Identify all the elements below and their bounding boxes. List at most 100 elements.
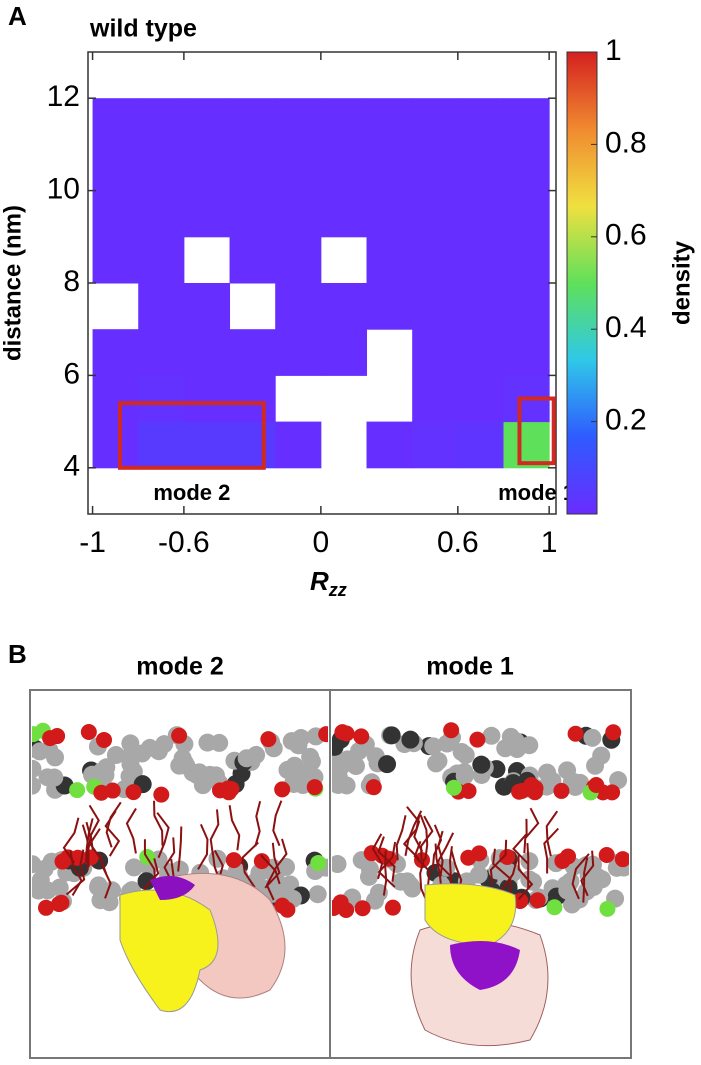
colorbar-label: density <box>668 240 695 325</box>
lipid-bead <box>382 726 401 745</box>
x-tick-label: -0.6 <box>158 526 210 559</box>
heat-cell <box>138 329 185 376</box>
headgroup <box>332 894 349 911</box>
heat-cell <box>138 98 185 145</box>
heat-cell <box>183 144 231 192</box>
colorbar-tick-label: 0.2 <box>605 404 647 437</box>
heat-cell <box>457 283 504 330</box>
headgroup <box>443 722 460 739</box>
lipid-bead <box>200 765 219 784</box>
lipid-tail <box>254 800 262 847</box>
lipid-bead <box>106 746 125 765</box>
heat-cell <box>503 190 550 238</box>
lipid-bead <box>520 852 539 871</box>
lipid-tail <box>420 815 434 862</box>
colorbar-tick-label: 1 <box>605 34 622 67</box>
headgroup <box>153 786 170 803</box>
headgroup <box>445 779 462 796</box>
heat-cell <box>92 329 139 376</box>
lipid-tail <box>228 805 241 851</box>
lipid-tail <box>209 809 220 855</box>
lipid-tail <box>197 824 209 870</box>
heat-cell <box>229 144 276 192</box>
lipid-bead <box>427 754 446 773</box>
lipid-tail <box>517 854 534 900</box>
lipid-bead <box>32 759 42 778</box>
y-tick-label: 6 <box>63 357 80 390</box>
heat-cell <box>138 236 185 284</box>
y-tick-label: 12 <box>47 80 80 113</box>
lipid-bead <box>247 745 266 764</box>
heat-cell <box>457 329 504 376</box>
headgroup <box>53 894 70 911</box>
lipid-tail <box>241 841 259 889</box>
lipid-tail <box>523 807 540 854</box>
heat-cell <box>183 98 231 145</box>
chart-title: wild type <box>89 15 197 43</box>
heat-cell <box>275 144 322 192</box>
y-tick-label: 4 <box>63 450 80 483</box>
headgroup <box>225 852 242 869</box>
lipid-tail <box>489 839 508 885</box>
lipid-bead <box>155 735 174 754</box>
headgroup <box>260 731 277 748</box>
heat-cell <box>92 98 139 145</box>
headgroup <box>527 780 544 797</box>
lipid-bead <box>277 857 296 876</box>
lipid-bead <box>50 878 69 897</box>
lipid-tail <box>377 836 396 882</box>
heat-cell <box>457 421 504 469</box>
heat-cell <box>92 421 139 469</box>
lipid-tail <box>156 812 170 859</box>
lipid-tail <box>413 840 431 887</box>
lipid-bead <box>592 746 611 765</box>
x-tick-label: 0.6 <box>437 526 479 559</box>
heat-cell <box>275 283 322 330</box>
lipid-tail <box>163 837 176 883</box>
lipid-tail <box>571 853 590 900</box>
lipid-tail <box>582 857 589 903</box>
lipid-bead <box>273 879 292 898</box>
lipid-bead <box>378 755 397 774</box>
headgroup <box>605 724 622 741</box>
lipid-bead <box>285 756 304 775</box>
lipid-bead <box>100 893 119 912</box>
heat-cell <box>138 190 185 238</box>
lipid-tail <box>436 832 455 879</box>
lipid-tail <box>434 843 443 889</box>
lipid-tail <box>543 827 560 874</box>
lipid-tail <box>264 842 281 889</box>
colorbar-tick-label: 0.4 <box>605 311 647 344</box>
x-label-main: R <box>310 566 329 596</box>
heat-cell <box>457 98 504 145</box>
lipid-tail <box>492 848 512 894</box>
headgroup <box>554 852 571 869</box>
heat-cell <box>412 144 459 192</box>
lipid-tail <box>104 810 121 857</box>
lipid-bead <box>170 860 189 879</box>
lipid-bead <box>332 737 344 756</box>
heat-cell <box>412 98 459 145</box>
lipid-bead <box>89 878 108 897</box>
headgroup <box>598 846 615 863</box>
lipid-bead <box>198 733 217 752</box>
lipid-tail <box>272 800 283 847</box>
heat-cell <box>366 144 413 192</box>
panel-label: B <box>8 639 27 669</box>
headgroup <box>614 851 629 868</box>
headgroup <box>310 854 327 871</box>
heat-cell <box>275 236 322 284</box>
lipid-tail <box>125 807 137 854</box>
headgroup <box>567 725 584 742</box>
heat-cell <box>92 236 139 284</box>
heat-cell <box>320 144 368 192</box>
heat-cell <box>366 98 413 145</box>
heat-cell <box>183 421 231 469</box>
lipid-tail <box>260 854 277 901</box>
heat-cell <box>320 329 368 376</box>
headgroup <box>93 784 110 801</box>
lipid-bead <box>46 748 65 767</box>
lipid-bead <box>45 768 64 787</box>
heat-cell <box>412 283 459 330</box>
